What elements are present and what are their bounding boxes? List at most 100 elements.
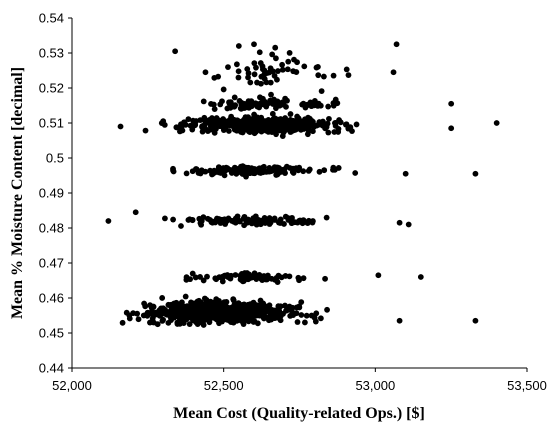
- data-point: [201, 303, 208, 309]
- data-point: [272, 307, 279, 314]
- data-point: [244, 274, 251, 281]
- data-point: [284, 66, 291, 73]
- data-point: [239, 129, 246, 136]
- data-point: [170, 165, 176, 172]
- data-point: [217, 101, 224, 108]
- data-point: [274, 279, 281, 285]
- data-point: [211, 106, 218, 113]
- data-point: [268, 91, 274, 98]
- data-point: [315, 63, 321, 70]
- data-point: [199, 128, 206, 135]
- data-point: [274, 100, 281, 107]
- data-point: [235, 68, 242, 75]
- data-point: [183, 170, 190, 177]
- data-point: [172, 48, 179, 55]
- data-point: [306, 115, 313, 122]
- y-tick-label: 0.5: [46, 151, 64, 166]
- y-tick-label: 0.48: [39, 221, 64, 236]
- data-point: [232, 301, 239, 308]
- data-point: [235, 167, 242, 173]
- data-point: [306, 166, 313, 173]
- data-point: [258, 101, 265, 108]
- data-point: [236, 98, 243, 104]
- data-point: [269, 110, 276, 117]
- data-point: [153, 309, 160, 316]
- data-point: [179, 299, 185, 306]
- data-point: [200, 277, 207, 284]
- data-point: [183, 306, 190, 313]
- data-point: [317, 315, 324, 322]
- data-point: [126, 315, 133, 322]
- data-point: [271, 215, 278, 222]
- data-point: [235, 74, 242, 81]
- data-point: [276, 219, 283, 226]
- y-tick-label: 0.52: [39, 81, 64, 96]
- data-point: [198, 167, 205, 174]
- data-point: [299, 101, 306, 108]
- data-point: [402, 170, 409, 177]
- data-point: [211, 124, 218, 131]
- data-point: [417, 274, 424, 280]
- data-point: [324, 306, 330, 313]
- data-point: [157, 311, 164, 318]
- data-point: [130, 310, 137, 317]
- data-point: [219, 216, 226, 223]
- data-point: [154, 321, 161, 328]
- data-point: [300, 275, 307, 282]
- y-tick-label: 0.54: [39, 11, 64, 26]
- data-point: [266, 221, 273, 227]
- data-point: [225, 64, 231, 70]
- data-point: [322, 275, 328, 282]
- data-point: [272, 44, 279, 51]
- data-point: [309, 218, 316, 224]
- data-point: [290, 165, 296, 172]
- data-point: [283, 307, 289, 314]
- data-point: [192, 122, 199, 128]
- data-point: [448, 125, 455, 132]
- data-point: [249, 122, 256, 129]
- data-point: [142, 127, 149, 134]
- x-tick-label: 52,000: [52, 378, 92, 393]
- data-point: [313, 310, 320, 317]
- data-point: [303, 312, 310, 319]
- data-point: [235, 217, 242, 224]
- data-point: [237, 105, 244, 112]
- data-point: [193, 319, 199, 326]
- y-tick-label: 0.49: [39, 186, 64, 201]
- data-point: [405, 221, 412, 228]
- data-point: [334, 100, 341, 107]
- data-point: [150, 304, 157, 310]
- data-point: [286, 50, 293, 56]
- data-point: [251, 41, 257, 48]
- data-point: [170, 216, 177, 223]
- data-point: [309, 128, 316, 135]
- data-point: [281, 221, 287, 227]
- data-point: [252, 100, 259, 107]
- y-axis-ticks: 0.44 0.45 0.46 0.47 0.48 0.49 0.5 0.51 0.52 0.53 0…: [39, 11, 72, 376]
- data-point: [231, 121, 238, 128]
- data-point: [159, 295, 166, 301]
- data-point: [204, 128, 211, 135]
- data-point: [282, 302, 288, 309]
- data-point: [273, 131, 279, 138]
- data-point: [294, 165, 301, 172]
- data-point: [204, 215, 211, 222]
- data-point: [201, 117, 208, 123]
- data-point: [277, 317, 284, 324]
- data-point: [290, 68, 297, 75]
- data-point: [208, 101, 214, 107]
- data-point: [218, 315, 225, 322]
- data-point: [239, 119, 245, 126]
- data-point: [298, 312, 305, 318]
- data-point: [296, 277, 302, 284]
- data-point: [213, 115, 220, 121]
- data-point: [173, 304, 180, 311]
- data-point: [117, 123, 124, 130]
- data-point: [251, 167, 258, 174]
- data-point: [396, 219, 403, 226]
- data-point: [261, 75, 268, 82]
- data-point: [228, 317, 234, 324]
- data-point: [291, 56, 297, 63]
- data-point: [210, 306, 217, 313]
